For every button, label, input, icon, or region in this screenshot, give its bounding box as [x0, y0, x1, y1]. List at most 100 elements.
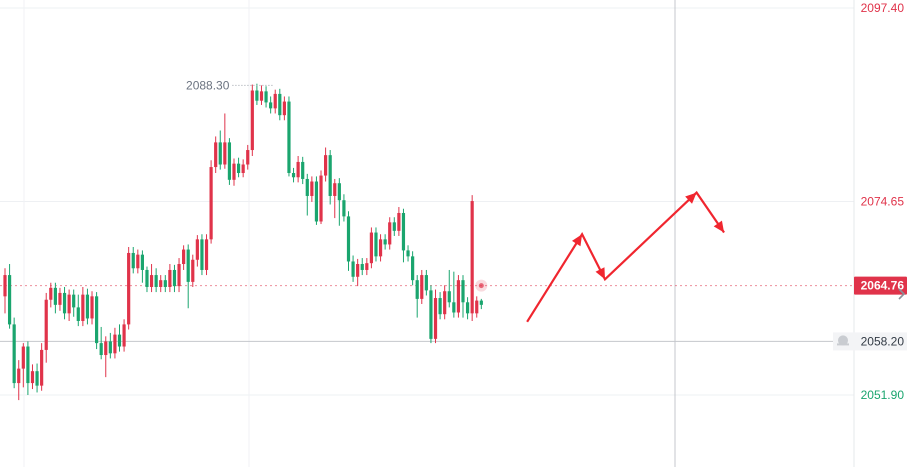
- candle[interactable]: [337, 178, 341, 226]
- candle[interactable]: [250, 84, 254, 156]
- candle[interactable]: [392, 217, 396, 236]
- candle[interactable]: [282, 96, 286, 121]
- candle[interactable]: [415, 275, 419, 318]
- candle[interactable]: [145, 266, 149, 293]
- candle[interactable]: [53, 282, 57, 314]
- candle[interactable]: [67, 289, 71, 322]
- candle[interactable]: [470, 195, 474, 322]
- candle[interactable]: [259, 85, 264, 105]
- candle[interactable]: [406, 245, 410, 262]
- candle[interactable]: [177, 258, 181, 293]
- candle[interactable]: [44, 292, 48, 363]
- candle[interactable]: [333, 178, 337, 219]
- candle[interactable]: [314, 176, 319, 225]
- candle[interactable]: [475, 296, 479, 318]
- candle[interactable]: [296, 155, 300, 183]
- candle[interactable]: [149, 264, 154, 293]
- candle[interactable]: [383, 234, 387, 250]
- candle[interactable]: [264, 86, 268, 108]
- candle[interactable]: [113, 327, 117, 359]
- candle[interactable]: [291, 167, 296, 183]
- candle[interactable]: [104, 336, 108, 378]
- candle[interactable]: [223, 113, 227, 169]
- candle[interactable]: [397, 207, 401, 236]
- candle[interactable]: [214, 136, 218, 174]
- candle[interactable]: [287, 96, 291, 177]
- candle[interactable]: [269, 96, 273, 114]
- candle[interactable]: [58, 287, 62, 311]
- candle[interactable]: [360, 258, 364, 276]
- candle[interactable]: [452, 271, 456, 318]
- candle[interactable]: [365, 258, 369, 276]
- candle[interactable]: [236, 157, 241, 178]
- candle[interactable]: [99, 326, 103, 360]
- candle[interactable]: [117, 324, 122, 352]
- candle[interactable]: [328, 150, 332, 205]
- candle[interactable]: [351, 255, 355, 282]
- candle[interactable]: [136, 249, 140, 274]
- candle[interactable]: [433, 289, 438, 344]
- candle[interactable]: [411, 251, 415, 286]
- candle[interactable]: [438, 292, 442, 320]
- candle[interactable]: [90, 291, 94, 325]
- candle[interactable]: [356, 258, 360, 287]
- candle[interactable]: [76, 294, 80, 327]
- candle[interactable]: [378, 234, 383, 262]
- candle[interactable]: [342, 194, 346, 222]
- candle[interactable]: [26, 341, 30, 395]
- candle[interactable]: [127, 247, 131, 330]
- candle[interactable]: [424, 269, 428, 296]
- candle[interactable]: [443, 285, 447, 320]
- candle[interactable]: [305, 173, 309, 216]
- bell-icon[interactable]: [837, 335, 849, 346]
- candle[interactable]: [30, 364, 35, 390]
- candle[interactable]: [191, 254, 195, 287]
- candle[interactable]: [246, 144, 250, 170]
- chevron-right-icon[interactable]: [898, 288, 906, 300]
- candle[interactable]: [182, 245, 186, 270]
- candle[interactable]: [232, 158, 236, 186]
- candle[interactable]: [429, 285, 433, 344]
- candle[interactable]: [154, 268, 158, 293]
- candle[interactable]: [35, 363, 39, 393]
- candle[interactable]: [273, 89, 277, 114]
- candle[interactable]: [7, 264, 12, 329]
- candle[interactable]: [195, 235, 199, 267]
- candle[interactable]: [241, 159, 245, 178]
- candle[interactable]: [122, 319, 126, 352]
- candle[interactable]: [200, 234, 204, 276]
- candle[interactable]: [62, 286, 67, 320]
- candle[interactable]: [159, 275, 163, 293]
- candle[interactable]: [72, 289, 76, 317]
- candle[interactable]: [3, 268, 7, 314]
- candle[interactable]: [479, 298, 483, 310]
- candle[interactable]: [465, 297, 470, 320]
- candle[interactable]: [95, 292, 99, 350]
- candle[interactable]: [369, 227, 373, 269]
- candle[interactable]: [186, 244, 190, 309]
- candle[interactable]: [21, 343, 25, 388]
- candle[interactable]: [85, 288, 90, 325]
- candle[interactable]: [346, 211, 351, 271]
- candle[interactable]: [456, 275, 461, 318]
- candle[interactable]: [310, 176, 314, 202]
- candle[interactable]: [163, 275, 167, 293]
- candle[interactable]: [209, 160, 213, 244]
- candle[interactable]: [278, 88, 282, 121]
- candle[interactable]: [255, 83, 259, 105]
- candle[interactable]: [218, 130, 222, 170]
- candle[interactable]: [108, 332, 112, 359]
- candle[interactable]: [447, 269, 451, 308]
- candle[interactable]: [81, 286, 85, 327]
- candle[interactable]: [388, 217, 392, 250]
- candle[interactable]: [172, 264, 177, 293]
- candle[interactable]: [401, 208, 406, 263]
- candle[interactable]: [324, 147, 328, 182]
- candle[interactable]: [17, 360, 21, 401]
- candle[interactable]: [204, 234, 209, 276]
- candle[interactable]: [420, 269, 424, 304]
- candle[interactable]: [131, 247, 135, 274]
- candle[interactable]: [49, 282, 53, 308]
